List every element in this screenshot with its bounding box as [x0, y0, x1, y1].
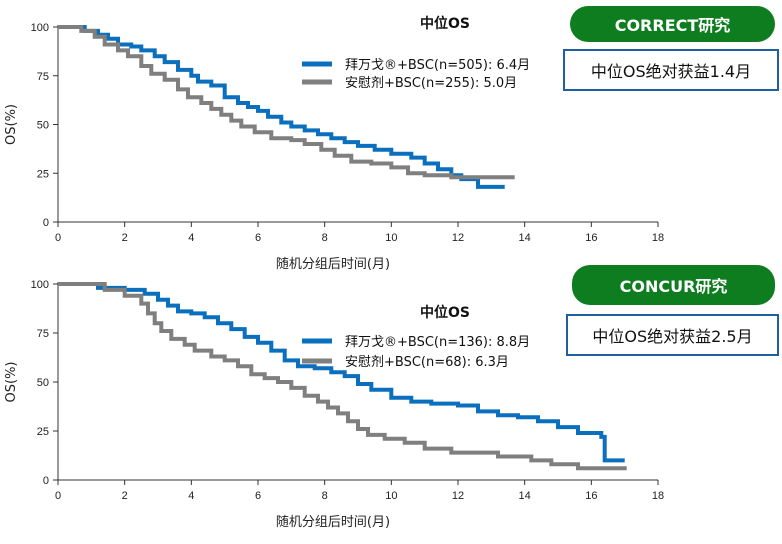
- chart-title: 中位OS: [420, 15, 470, 32]
- x-tick-label: 14: [519, 232, 531, 244]
- x-tick-label: 8: [322, 232, 328, 244]
- x-tick-label: 8: [322, 490, 328, 502]
- x-tick-label: 4: [188, 490, 194, 502]
- x-tick-label: 2: [122, 490, 128, 502]
- x-tick-label: 10: [385, 232, 397, 244]
- y-axis-label: OS(%): [4, 362, 19, 403]
- correct-benefit-box: 中位OS绝对获益1.4月: [563, 49, 779, 91]
- x-tick-label: 10: [385, 490, 397, 502]
- y-tick-label: 25: [37, 426, 49, 438]
- legend-label: 拜万戈®+BSC(n=136): 8.8月: [345, 335, 530, 350]
- y-tick-label: 75: [37, 71, 49, 83]
- x-tick-label: 4: [188, 232, 194, 244]
- y-tick-label: 0: [43, 475, 49, 487]
- x-tick-label: 18: [652, 232, 664, 244]
- chart-2: 0 25 50 75 100 0 2 4 6 8 10 12 14 16 18 随机分组后时间(月) OS(%)…: [4, 279, 664, 530]
- x-tick-label: 0: [55, 490, 61, 502]
- concur-study-badge: CONCUR研究: [572, 265, 775, 305]
- x-tick-label: 0: [55, 232, 61, 244]
- x-tick-label: 18: [652, 490, 664, 502]
- x-tick-label: 12: [452, 232, 464, 244]
- concur-benefit-box: 中位OS绝对获益2.5月: [566, 314, 779, 356]
- x-tick-label: 16: [585, 232, 597, 244]
- series-line-placebo: [58, 25, 515, 180]
- legend-label: 安慰剂+BSC(n=68): 6.3月: [345, 355, 509, 370]
- y-tick-label: 100: [31, 279, 49, 291]
- correct-study-badge: CORRECT研究: [570, 6, 775, 42]
- x-tick-label: 6: [255, 490, 261, 502]
- legend-label: 拜万戈®+BSC(n=505): 6.4月: [345, 58, 530, 73]
- x-tick-label: 12: [452, 490, 464, 502]
- series-line-treatment: [58, 25, 505, 189]
- x-tick-label: 2: [122, 232, 128, 244]
- x-axis-label: 随机分组后时间(月): [276, 257, 390, 272]
- series-line-treatment: [58, 282, 625, 463]
- chart-title: 中位OS: [420, 304, 470, 321]
- series-line-placebo: [58, 282, 627, 471]
- chart-1: 0 25 50 75 100 0 2 4 6 8 10 12 14 16 18 随机分组后时间(月) OS(%)…: [4, 15, 664, 272]
- y-tick-label: 100: [31, 22, 49, 34]
- x-tick-label: 16: [585, 490, 597, 502]
- x-tick-label: 6: [255, 232, 261, 244]
- y-tick-label: 50: [37, 377, 49, 389]
- y-tick-label: 50: [37, 120, 49, 132]
- y-tick-label: 25: [37, 168, 49, 180]
- x-axis-label: 随机分组后时间(月): [276, 515, 390, 530]
- legend-label: 安慰剂+BSC(n=255): 5.0月: [345, 76, 517, 91]
- x-tick-label: 14: [519, 490, 531, 502]
- y-tick-label: 0: [43, 217, 49, 229]
- y-axis-label: OS(%): [4, 104, 19, 145]
- y-tick-label: 75: [37, 328, 49, 340]
